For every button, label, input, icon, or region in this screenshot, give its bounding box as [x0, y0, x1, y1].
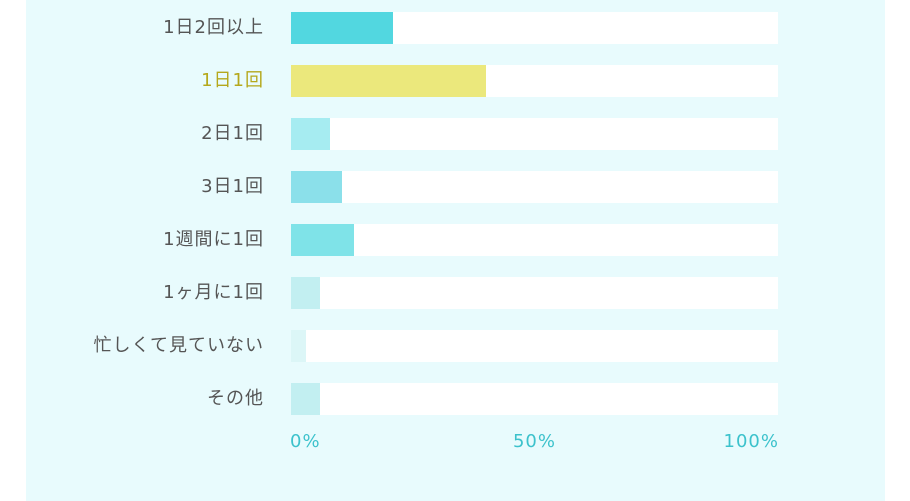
bar	[291, 12, 394, 44]
category-label: 1ヶ月に1回	[163, 282, 264, 303]
x-tick-label-50: 50%	[512, 431, 556, 452]
bar-track	[291, 330, 778, 362]
bar	[291, 383, 321, 415]
category-label: 1日1回	[201, 70, 264, 91]
bar	[291, 65, 486, 97]
bar-track	[291, 224, 778, 256]
bar	[291, 277, 321, 309]
bar-track	[291, 383, 778, 415]
category-label: その他	[207, 388, 264, 409]
category-label: 忙しくて見ていない	[93, 335, 264, 356]
category-label: 1週間に1回	[163, 229, 264, 250]
bar	[291, 118, 330, 150]
category-label: 3日1回	[201, 176, 264, 197]
bar-track	[291, 171, 778, 203]
bar	[291, 171, 343, 203]
bar-track	[291, 118, 778, 150]
bar	[291, 330, 306, 362]
x-tick-label-100: 100%	[723, 431, 779, 452]
bar	[291, 224, 355, 256]
bar-track	[291, 277, 778, 309]
category-label: 1日2回以上	[163, 17, 264, 38]
category-label: 2日1回	[201, 123, 264, 144]
x-tick-label-0: 0%	[290, 431, 321, 452]
